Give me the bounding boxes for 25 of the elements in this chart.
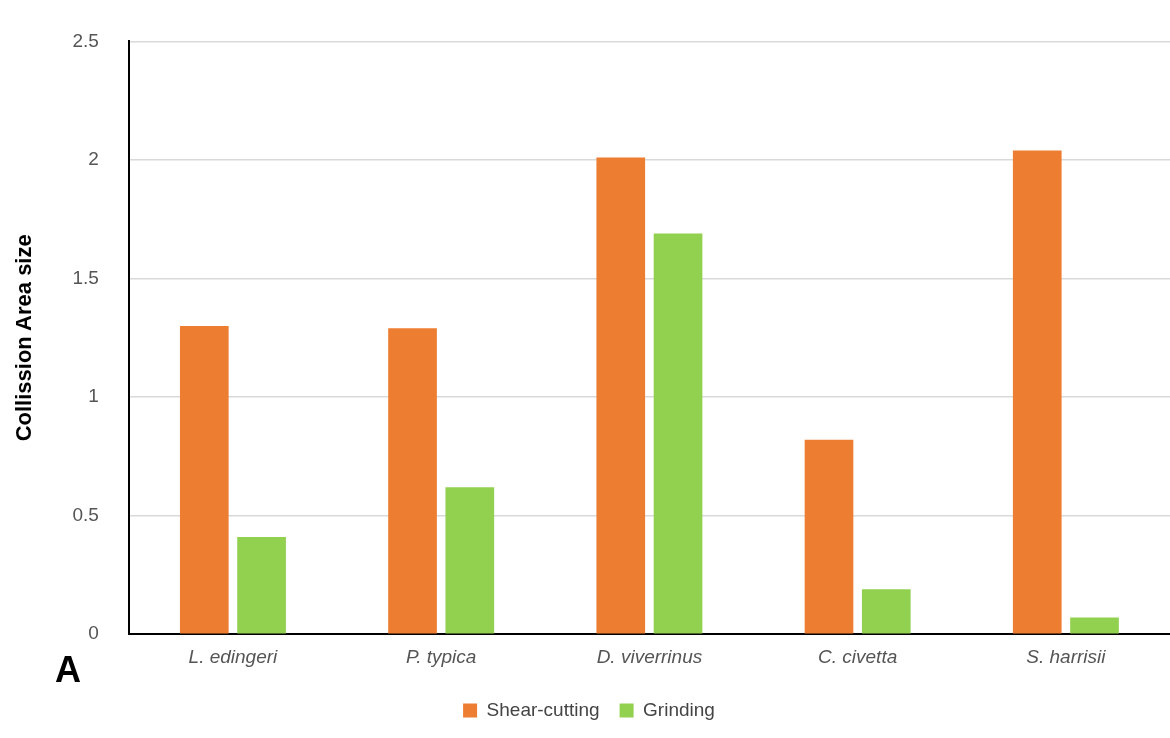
y-tick-label: 0.5 [72, 503, 99, 525]
bar [804, 439, 854, 634]
y-axis-title: Collission Area size [11, 234, 37, 442]
bar [388, 328, 437, 634]
bar [179, 325, 229, 634]
legend-label: Shear-cutting [486, 698, 600, 720]
y-tick-label: 2 [88, 148, 99, 170]
y-tick-label: 0 [88, 622, 99, 644]
bar [653, 233, 703, 634]
x-tick-label: D. viverrinus [596, 645, 703, 667]
x-tick-label: S. harrisii [1026, 645, 1107, 667]
x-tick-label: C. civetta [818, 645, 898, 667]
x-tick-label: L. edingeri [188, 645, 279, 667]
x-tick-label: P. typica [405, 645, 477, 667]
bar [1070, 617, 1119, 634]
bar [861, 589, 911, 634]
bar [596, 157, 646, 634]
y-tick-label: 1 [88, 385, 99, 407]
bar [1012, 150, 1062, 634]
text: A [55, 649, 81, 690]
legend-label: Grinding [643, 698, 715, 720]
y-tick-label: 2.5 [72, 29, 99, 51]
y-tick-label: 1.5 [72, 266, 99, 288]
bar [445, 487, 495, 634]
bar [237, 536, 286, 634]
